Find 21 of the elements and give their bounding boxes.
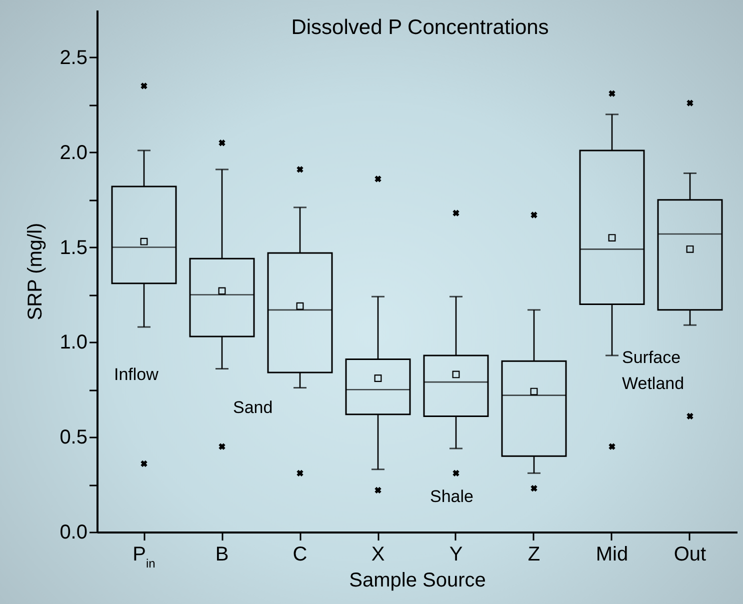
x-tick-label: Out <box>674 544 707 566</box>
annotation: Inflow <box>114 365 160 384</box>
y-tick-label: 0.0 <box>60 522 88 544</box>
x-tick-label: Z <box>528 544 540 566</box>
x-tick-label: X <box>371 544 385 566</box>
annotation: Surface Wetland <box>622 348 684 393</box>
y-tick-label: 1.0 <box>60 332 88 354</box>
x-tick-label: C <box>292 544 308 566</box>
x-tick-label: Mid <box>596 544 628 566</box>
x-axis-title: Sample Source <box>349 570 486 592</box>
x-tick-label: Y <box>449 544 463 566</box>
y-tick-label: 2.5 <box>60 46 88 69</box>
x-tick-label: B <box>215 544 229 566</box>
y-tick-label: 0.5 <box>60 426 88 449</box>
y-tick-label: 2.0 <box>60 142 88 164</box>
chart-title: Dissolved P Concentrations <box>291 16 549 39</box>
y-axis-title: SRP (mg/l) <box>24 222 47 320</box>
annotation: Shale <box>430 487 474 506</box>
annotation: Sand <box>233 398 273 417</box>
x-tick-label: P$_{in}$ <box>132 544 156 570</box>
y-tick-label: 1.5 <box>60 236 88 259</box>
